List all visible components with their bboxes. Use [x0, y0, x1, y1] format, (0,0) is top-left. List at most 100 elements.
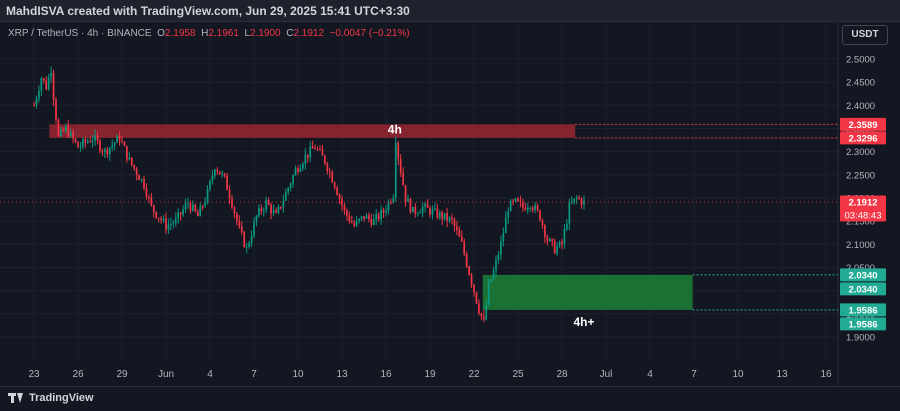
candle-body — [416, 213, 419, 215]
candle-body — [130, 157, 133, 165]
candle-body — [575, 197, 578, 199]
candle-body — [86, 141, 89, 143]
candle-body — [52, 72, 55, 100]
candle-body — [368, 215, 370, 219]
candle-body — [375, 214, 378, 220]
candle-body — [184, 203, 187, 210]
candle-body — [465, 253, 468, 267]
candle-body — [101, 150, 104, 152]
x-tick-label: 25 — [512, 369, 524, 380]
footer-bar: TradingView — [0, 386, 900, 411]
chart-area[interactable]: 2.50002.45002.40002.35002.30002.25002.20… — [0, 23, 886, 385]
candle-body — [45, 80, 48, 90]
price-tag-label: 2.3296 — [848, 133, 877, 144]
x-tick-label: 13 — [336, 369, 348, 380]
candle-body — [568, 202, 571, 224]
candle-body — [201, 206, 204, 208]
x-tick-label: 4 — [647, 369, 653, 380]
price-tag — [840, 117, 886, 131]
tradingview-icon — [8, 393, 24, 403]
candle-body — [524, 207, 527, 210]
candle-body — [390, 201, 392, 203]
candle-body — [294, 168, 297, 176]
candle-body — [421, 206, 424, 213]
candle-body — [434, 208, 436, 210]
candle-body — [108, 147, 111, 155]
candle-body — [487, 281, 490, 305]
candle-body — [553, 241, 556, 254]
candle-body — [566, 223, 568, 230]
candle-body — [497, 255, 500, 260]
candle-body — [240, 226, 243, 233]
candle-body — [321, 149, 324, 156]
candle-body — [570, 202, 573, 204]
candle-body — [517, 198, 519, 202]
candle-body — [324, 155, 326, 164]
candle-body — [104, 149, 106, 152]
candle-body — [451, 217, 453, 220]
candle-body — [111, 145, 114, 148]
candle-body — [482, 316, 485, 320]
candle-body — [272, 210, 275, 214]
candle-body — [72, 131, 74, 139]
y-tick-label: 2.5000 — [846, 54, 875, 65]
candle-body — [556, 246, 558, 254]
price-tag-label: 2.0340 — [848, 284, 877, 295]
candle-body — [133, 164, 136, 169]
candle-body — [348, 215, 351, 222]
candle-body — [341, 198, 343, 206]
candle-body — [55, 99, 57, 121]
candle-body — [89, 141, 92, 143]
x-tick-label: 22 — [468, 369, 480, 380]
candle-body — [412, 206, 414, 213]
candle-body — [106, 149, 109, 155]
candle-body — [182, 209, 184, 215]
low-value: 2.1900 — [250, 28, 281, 39]
candle-body — [333, 182, 336, 188]
candle-body — [233, 207, 236, 214]
candle-body — [402, 172, 404, 186]
candle-body — [338, 194, 341, 199]
candle-body — [502, 233, 505, 242]
candle-body — [544, 225, 546, 238]
candle-body — [50, 72, 52, 77]
x-tick-label: 26 — [72, 369, 84, 380]
candle-body — [165, 218, 167, 230]
candlestick-chart[interactable]: 2.50002.45002.40002.35002.30002.25002.20… — [0, 23, 900, 385]
price-tag — [840, 131, 886, 145]
candle-body — [128, 157, 131, 160]
tradingview-logo[interactable]: TradingView — [8, 392, 94, 404]
candle-body — [138, 175, 140, 181]
candle-body — [47, 76, 50, 90]
candle-body — [253, 221, 255, 237]
candle-body — [167, 224, 170, 230]
candle-body — [507, 211, 510, 218]
candle-body — [558, 241, 561, 247]
candle-body — [258, 208, 260, 216]
candle-body — [509, 200, 512, 212]
candle-body — [438, 212, 441, 218]
candle-body — [260, 208, 263, 212]
candle-body — [541, 220, 544, 226]
candle-body — [563, 229, 566, 245]
candle-body — [84, 139, 87, 143]
candle-body — [38, 91, 40, 99]
candle-body — [309, 146, 312, 158]
price-tag-label: 1.9586 — [848, 305, 877, 316]
currency-button[interactable]: USDT — [842, 25, 888, 45]
price-tag — [840, 303, 886, 317]
high-value: 2.1961 — [208, 28, 239, 39]
candle-body — [302, 163, 304, 169]
candle-body — [209, 180, 211, 190]
candle-body — [504, 217, 507, 234]
x-tick-label: 4 — [207, 369, 213, 380]
candle-body — [216, 169, 219, 172]
candle-body — [162, 218, 165, 221]
candle-body — [453, 219, 456, 227]
candle-body — [343, 205, 346, 211]
x-tick-label: Jul — [600, 369, 613, 380]
candle-body — [463, 241, 466, 254]
candle-body — [192, 204, 194, 211]
candle-body — [143, 178, 145, 189]
candle-body — [319, 149, 321, 151]
